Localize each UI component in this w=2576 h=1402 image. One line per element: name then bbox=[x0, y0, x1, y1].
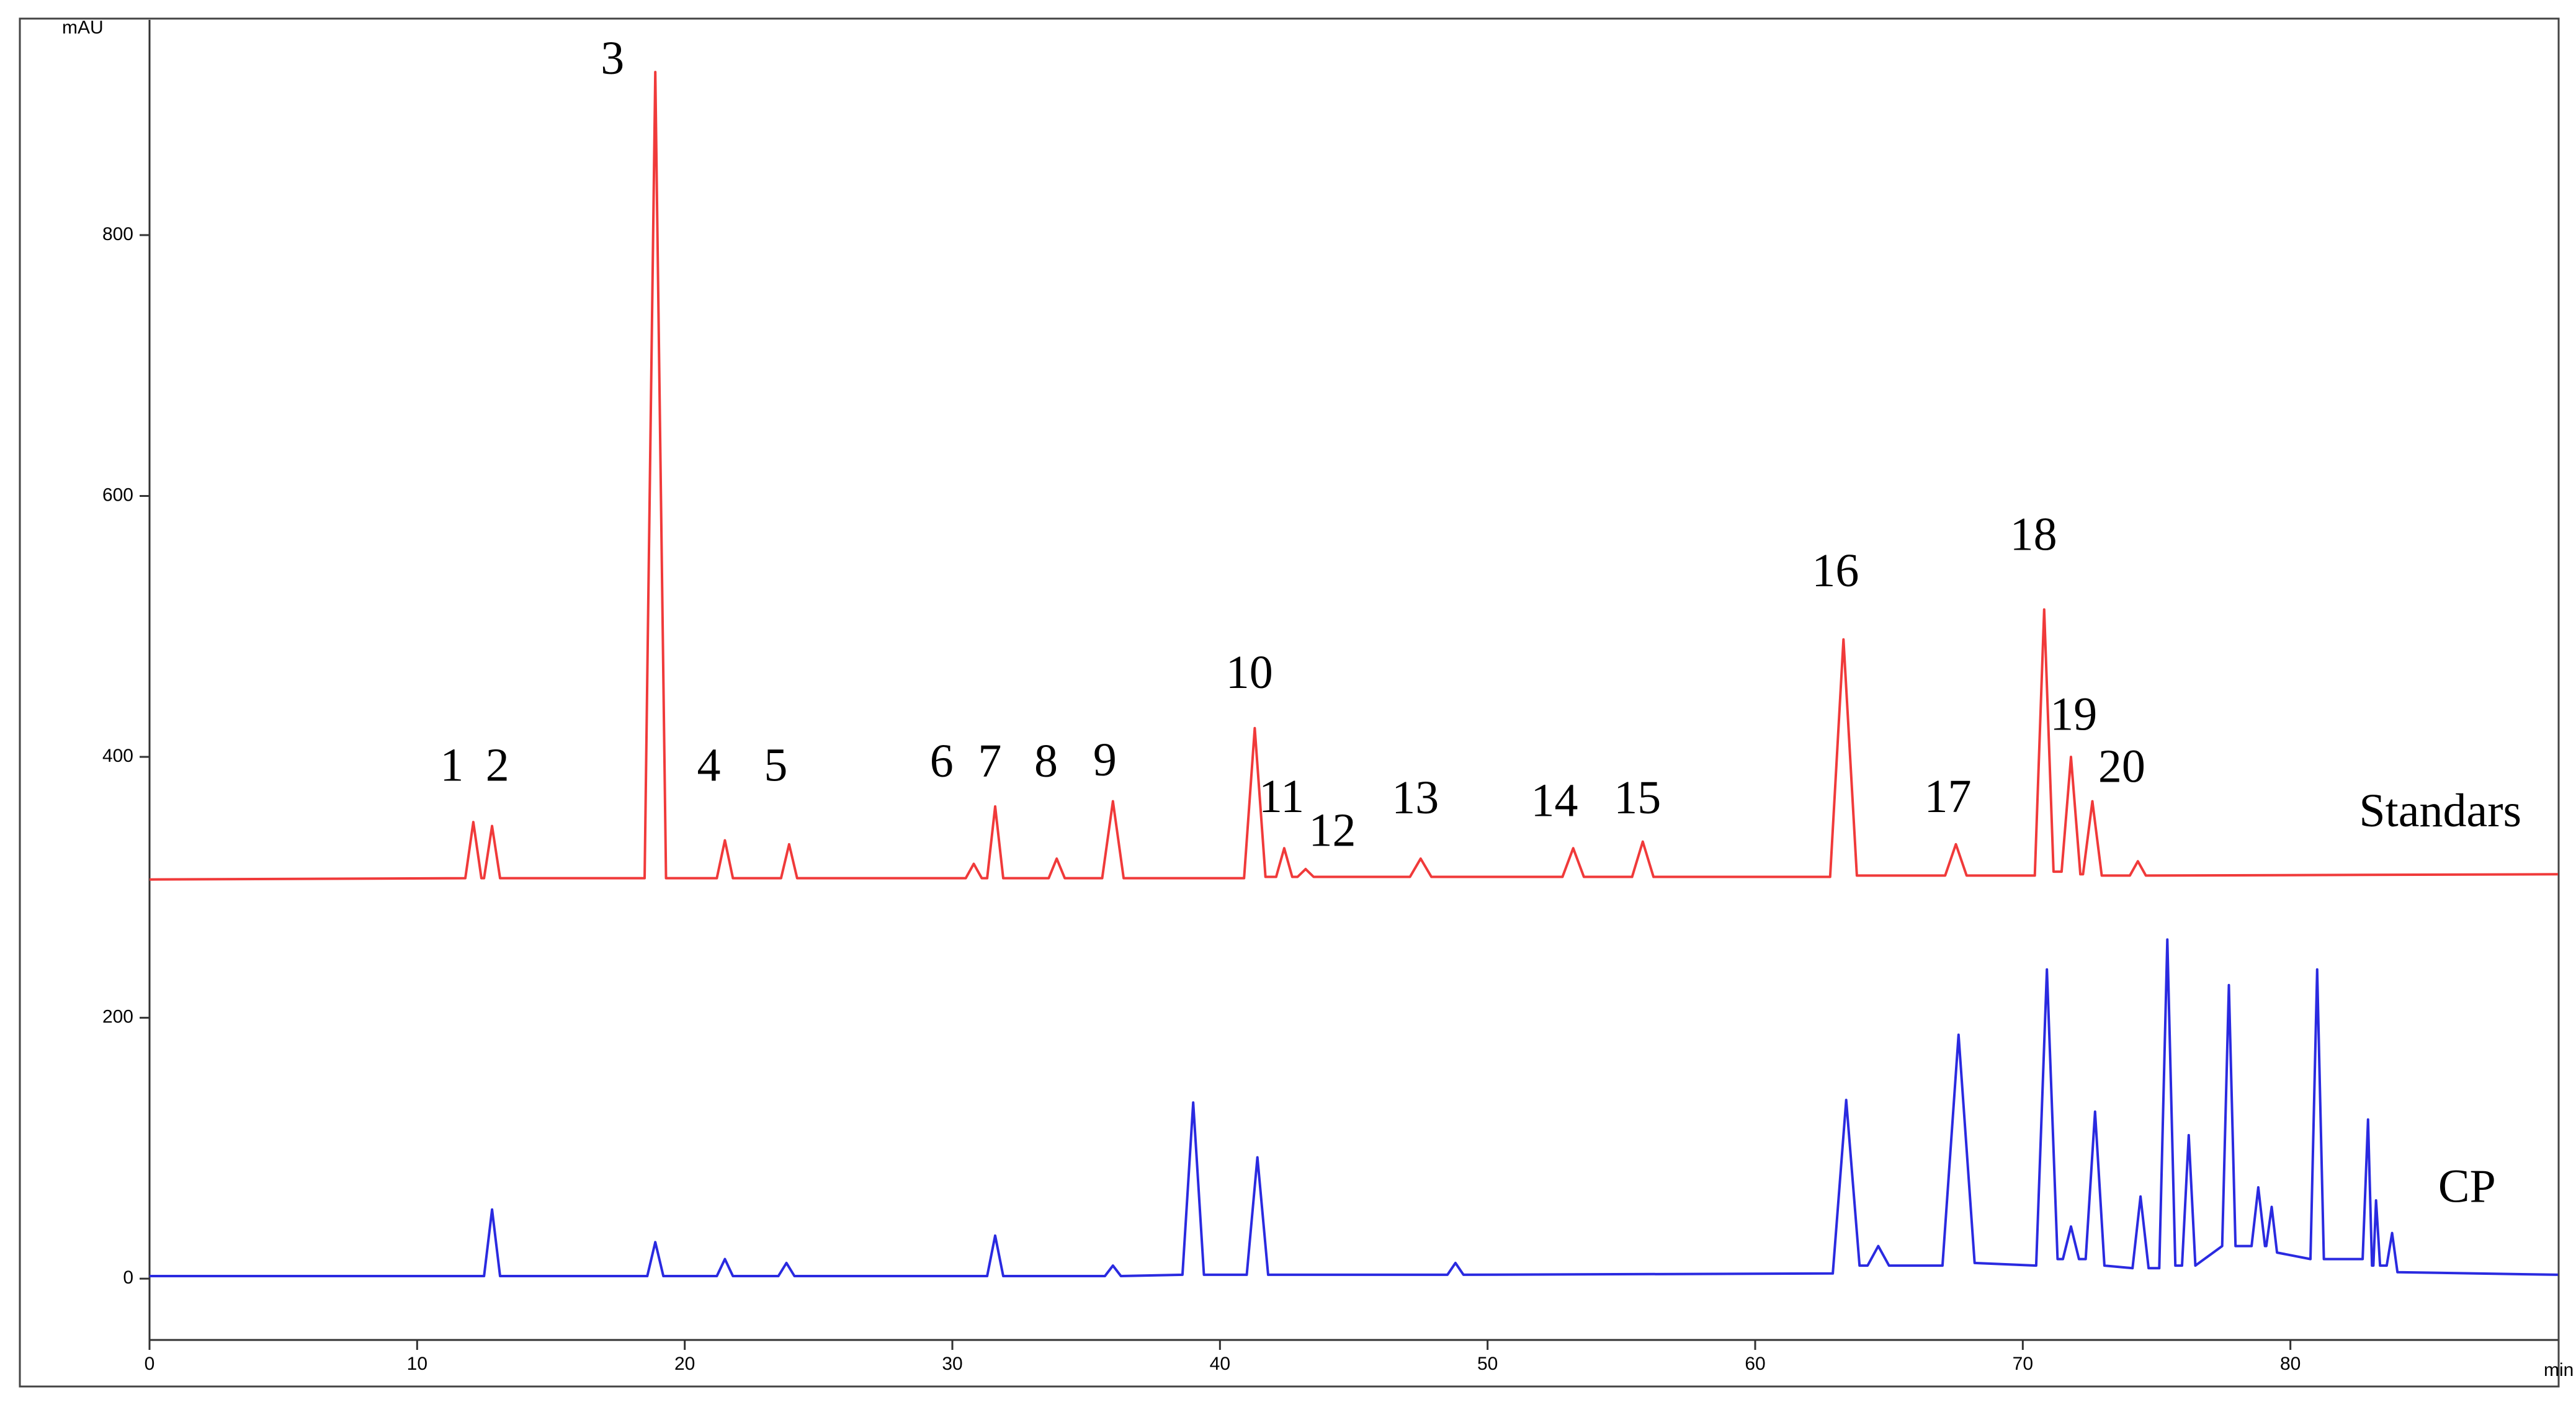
x-tick-label: 10 bbox=[407, 1354, 427, 1374]
peak-annotation: 18 bbox=[2010, 508, 2057, 560]
y-tick-label: 0 bbox=[123, 1267, 133, 1288]
peak-annotation: 19 bbox=[2050, 689, 2097, 741]
peak-annotation: 10 bbox=[1226, 646, 1273, 699]
peak-annotation: 3 bbox=[601, 32, 624, 84]
peak-annotation: 11 bbox=[1259, 770, 1304, 823]
peak-annotation: 16 bbox=[1812, 545, 1859, 597]
peak-annotation: CP bbox=[2438, 1161, 2496, 1213]
peak-annotation: 14 bbox=[1531, 774, 1578, 826]
x-tick-label: 40 bbox=[1210, 1354, 1230, 1374]
peak-annotation: 7 bbox=[978, 735, 1001, 787]
y-tick-label: 600 bbox=[102, 484, 133, 505]
peak-annotation: 6 bbox=[930, 735, 954, 787]
peak-annotation: 5 bbox=[764, 739, 787, 792]
peak-annotation: 9 bbox=[1093, 734, 1117, 786]
peak-annotation: 12 bbox=[1308, 805, 1356, 857]
y-tick-label: 800 bbox=[102, 224, 133, 244]
peak-annotation: Standars bbox=[2359, 785, 2521, 837]
peak-annotation: 2 bbox=[486, 739, 509, 792]
frame bbox=[19, 17, 2560, 1388]
peak-annotation: 15 bbox=[1614, 772, 1661, 824]
x-tick-label: 80 bbox=[2280, 1354, 2301, 1374]
x-tick-label: 30 bbox=[942, 1354, 962, 1374]
x-tick-label: 0 bbox=[145, 1354, 155, 1374]
x-tick-label: 50 bbox=[1477, 1354, 1498, 1374]
x-axis-label: min bbox=[2544, 1360, 2574, 1380]
trace-line bbox=[150, 938, 2559, 1277]
y-tick-label: 200 bbox=[102, 1007, 133, 1027]
peak-annotation: 4 bbox=[697, 739, 720, 792]
x-tick-label: 60 bbox=[1745, 1354, 1765, 1374]
peak-annotation: 20 bbox=[2098, 741, 2145, 793]
trace-line bbox=[149, 71, 2559, 881]
y-axis-label: mAU bbox=[62, 17, 104, 38]
x-tick-label: 70 bbox=[2013, 1354, 2033, 1374]
peak-annotation: 1 bbox=[440, 739, 463, 792]
peak-annotation: 13 bbox=[1392, 772, 1439, 824]
peak-annotation: 8 bbox=[1034, 735, 1058, 787]
x-tick-label: 20 bbox=[674, 1354, 695, 1374]
y-tick-label: 400 bbox=[102, 746, 133, 766]
peak-annotation: 17 bbox=[1925, 770, 1972, 823]
